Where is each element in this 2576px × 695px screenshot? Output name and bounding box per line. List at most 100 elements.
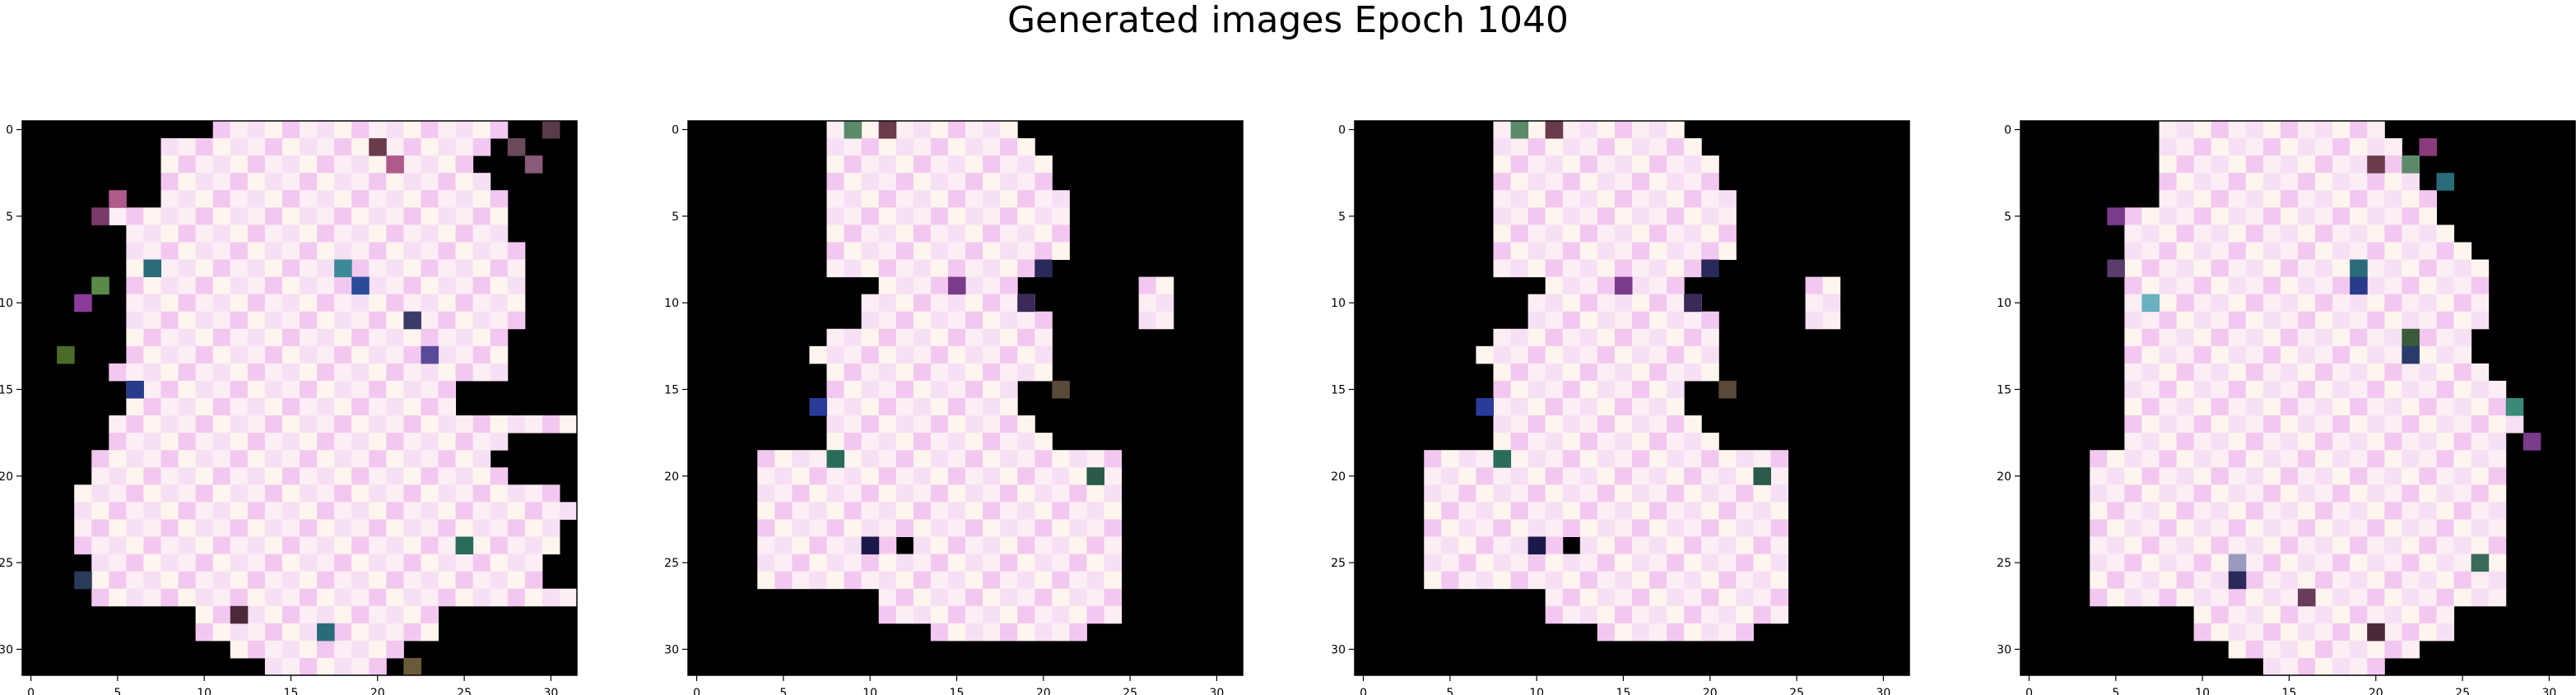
pixel [2488,536,2507,555]
pixel [2211,380,2230,399]
pixel [369,605,387,624]
pixel [351,657,370,676]
x-tick-label: 5 [779,687,787,695]
pixel [1667,190,1685,208]
pixel [2350,450,2368,468]
pixel [126,294,144,313]
pixel [2402,173,2420,191]
pixel [878,536,897,555]
pixel-speckle [2107,259,2125,278]
pixel [1562,380,1581,399]
pixel [809,502,827,520]
pixel [2419,467,2437,485]
pixel [1667,259,1685,278]
pixel [1614,138,1633,156]
pixel [386,311,404,330]
pixel [369,121,387,139]
pixel [490,588,509,607]
pixel [438,242,457,260]
pixel [1527,484,1546,503]
pixel [2350,380,2368,399]
y-tick-label: 30 [664,643,679,656]
pixel [178,138,197,156]
pixel [1736,484,1754,503]
pixel [1104,484,1123,503]
pixel [490,207,509,225]
pixel [1017,484,1035,503]
pixel [947,207,966,225]
pixel [792,536,810,555]
pixel [965,588,983,607]
pixel [1718,502,1737,520]
pixel [1649,484,1667,503]
pixel [895,484,914,503]
pixel [844,571,863,590]
pixel [2298,502,2316,520]
pixel [2124,294,2142,313]
pixel [1493,121,1512,139]
pixel [2315,467,2333,485]
pixel [983,173,1001,191]
pixel [264,259,283,278]
pixel [126,207,144,225]
pixel [844,450,863,468]
pixel [2471,294,2490,313]
pixel [895,502,914,520]
pixel [1770,605,1789,624]
pixel [2245,519,2264,537]
pixel [178,276,197,295]
pixel [126,433,144,451]
pixel [2124,328,2142,347]
pixel [300,484,318,503]
pixel [878,207,897,225]
pixel [2402,605,2420,624]
pixel [1035,588,1053,607]
pixel [2141,433,2160,451]
pixel [1017,450,1035,468]
pixel-speckle [2523,433,2541,451]
pixel [1562,605,1581,624]
pixel [472,225,491,243]
pixel [2176,433,2195,451]
pixel [1493,155,1512,174]
y-tick-label: 15 [664,383,679,396]
pixel [264,623,283,642]
pixel [300,415,318,433]
pixel [2453,519,2472,537]
pixel [421,380,439,399]
pixel [1510,173,1529,191]
pixel [826,519,845,537]
pixel [178,207,197,225]
pixel [1000,242,1018,260]
pixel [386,623,404,642]
pixel [195,259,214,278]
pixel [2245,190,2264,208]
pixel [1017,467,1035,485]
pixel [438,259,457,278]
pixel [913,467,932,485]
pixel [809,484,827,503]
pixel [2332,450,2350,468]
pixel [1701,484,1719,503]
pixel [1684,363,1702,382]
pixel [264,433,283,451]
pixel [1597,155,1616,174]
pixel [281,484,300,503]
x-tick-label: 30 [1876,687,1890,695]
pixel [2315,121,2333,139]
pixel [2505,415,2524,433]
pixel [2298,173,2316,191]
pixel [826,415,845,433]
pixel [1017,554,1035,572]
pixel [1017,138,1035,156]
pixel [143,467,161,485]
pixel [2245,121,2264,139]
pixel-speckle [74,294,92,313]
pixel [369,345,387,364]
pixel [2262,415,2281,433]
pixel [386,536,404,555]
pixel [1684,328,1702,347]
pixel [230,363,249,382]
pixel [369,398,387,416]
